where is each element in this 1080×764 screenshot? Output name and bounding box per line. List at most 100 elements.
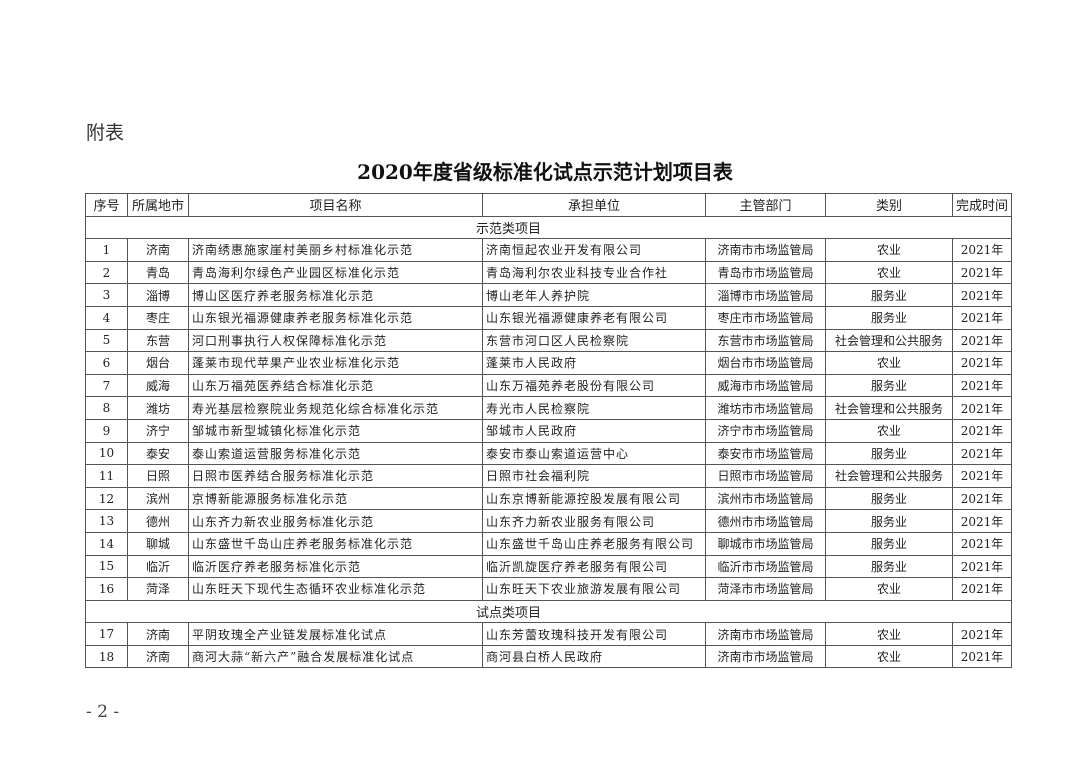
header-city: 所属地市: [127, 193, 189, 217]
cell-category: 农业: [825, 622, 953, 646]
section-row: 试点类项目: [84, 599, 1013, 624]
table-header-row: 序号 所属地市 项目名称 承担单位 主管部门 类别 完成时间: [85, 193, 1013, 217]
section-row: 示范类项目: [84, 215, 1013, 240]
cell-completion: 2021年: [951, 644, 1013, 669]
cell-department: 淄博市市场监管局: [705, 283, 826, 307]
cell-project-name: 日照市医养结合服务标准化示范: [188, 464, 483, 488]
cell-project-name: 山东银光福源健康养老服务标准化示范: [188, 305, 483, 330]
cell-category: 农业: [825, 238, 953, 262]
header-project-name: 项目名称: [188, 193, 483, 217]
cell-index: 8: [85, 396, 128, 420]
header-category: 类别: [825, 193, 953, 217]
cell-department: 聊城市市场监管局: [705, 531, 826, 556]
cell-city: 滨州: [127, 486, 189, 511]
table-row: 16 菏泽 山东旺天下现代生态循环农业标准化示范 山东旺天下农业旅游发展有限公司 菏泽市…: [85, 577, 1013, 601]
cell-completion: 2021年: [951, 373, 1013, 398]
cell-project-name: 京博新能源服务标准化示范: [188, 486, 483, 511]
cell-index: 18: [85, 644, 128, 669]
cell-department: 日照市市场监管局: [705, 464, 826, 488]
cell-index: 12: [85, 486, 128, 511]
cell-project-name: 寿光基层检察院业务规范化综合标准化示范: [188, 396, 483, 420]
cell-department: 济南市市场监管局: [705, 644, 826, 669]
cell-index: 7: [85, 373, 128, 398]
cell-undertaker: 商河县白桥人民政府: [482, 644, 706, 669]
cell-project-name: 山东齐力新农业服务标准化示范: [188, 509, 483, 533]
table-row: 1 济南 济南绣惠施家崖村美丽乡村标准化示范 济南恒起农业开发有限公司 济南市市场监管局…: [85, 238, 1013, 262]
table-row: 9 济宁 邹城市新型城镇化标准化示范 邹城市人民政府 济宁市市场监管局 农业 2021年: [85, 418, 1013, 443]
cell-index: 4: [85, 305, 128, 330]
cell-completion: 2021年: [951, 554, 1013, 579]
cell-category: 服务业: [825, 554, 953, 579]
cell-undertaker: 山东齐力新农业服务有限公司: [482, 509, 706, 533]
table-row: 3 淄博 博山区医疗养老服务标准化示范 博山老年人养护院 淄博市市场监管局 服务业 2021…: [85, 283, 1013, 307]
header-completion: 完成时间: [951, 193, 1013, 217]
section-label: 试点类项目: [84, 599, 1013, 624]
cell-category: 服务业: [825, 305, 953, 330]
cell-index: 17: [85, 622, 128, 646]
cell-undertaker: 山东京博新能源控股发展有限公司: [482, 486, 706, 511]
table-row: 8 潍坊 寿光基层检察院业务规范化综合标准化示范 寿光市人民检察院 潍坊市市场监管局 社会…: [85, 396, 1013, 420]
cell-completion: 2021年: [951, 418, 1013, 443]
cell-department: 枣庄市市场监管局: [705, 305, 826, 330]
cell-project-name: 山东旺天下现代生态循环农业标准化示范: [188, 577, 483, 601]
cell-category: 服务业: [825, 373, 953, 398]
header-department: 主管部门: [705, 193, 826, 217]
table-row: 10 泰安 泰山索道运营服务标准化示范 泰安市泰山索道运营中心 泰安市市场监管局 服务业 2…: [85, 441, 1013, 466]
cell-department: 泰安市市场监管局: [705, 441, 826, 466]
cell-undertaker: 山东旺天下农业旅游发展有限公司: [482, 577, 706, 601]
document-title: 2020年度省级标准化试点示范计划项目表: [357, 160, 733, 184]
cell-completion: 2021年: [951, 577, 1013, 601]
cell-undertaker: 邹城市人民政府: [482, 418, 706, 443]
cell-project-name: 平阴玫瑰全产业链发展标准化试点: [188, 622, 483, 646]
cell-undertaker: 临沂凯旋医疗养老服务有限公司: [482, 554, 706, 579]
cell-category: 农业: [825, 260, 953, 285]
cell-completion: 2021年: [951, 351, 1013, 375]
cell-completion: 2021年: [951, 260, 1013, 285]
cell-city: 烟台: [127, 351, 189, 375]
cell-city: 临沂: [127, 554, 189, 579]
cell-project-name: 邹城市新型城镇化标准化示范: [188, 418, 483, 443]
cell-city: 济南: [127, 644, 189, 669]
cell-category: 服务业: [825, 283, 953, 307]
cell-city: 枣庄: [127, 305, 189, 330]
cell-completion: 2021年: [951, 396, 1013, 420]
cell-department: 济宁市市场监管局: [705, 418, 826, 443]
table-row: 4 枣庄 山东银光福源健康养老服务标准化示范 山东银光福源健康养老有限公司 枣庄市市场监…: [85, 305, 1013, 330]
cell-undertaker: 博山老年人养护院: [482, 283, 706, 307]
cell-index: 13: [85, 509, 128, 533]
cell-undertaker: 寿光市人民检察院: [482, 396, 706, 420]
cell-project-name: 青岛海利尔绿色产业园区标准化示范: [188, 260, 483, 285]
cell-city: 济南: [127, 238, 189, 262]
cell-department: 滨州市市场监管局: [705, 486, 826, 511]
cell-city: 泰安: [127, 441, 189, 466]
cell-index: 10: [85, 441, 128, 466]
table-row: 13 德州 山东齐力新农业服务标准化示范 山东齐力新农业服务有限公司 德州市市场监管局服…: [85, 509, 1013, 533]
table-row: 15 临沂 临沂医疗养老服务标准化示范 临沂凯旋医疗养老服务有限公司 临沂市市场监管局服…: [85, 554, 1013, 579]
cell-completion: 2021年: [951, 531, 1013, 556]
cell-city: 德州: [127, 509, 189, 533]
cell-project-name: 泰山索道运营服务标准化示范: [188, 441, 483, 466]
cell-index: 1: [85, 238, 128, 262]
cell-completion: 2021年: [951, 441, 1013, 466]
cell-department: 烟台市市场监管局: [705, 351, 826, 375]
cell-department: 威海市市场监管局: [705, 373, 826, 398]
table-row: 5 东营 河口刑事执行人权保障标准化示范 东营市河口区人民检察院 东营市市场监管局 社会管…: [85, 328, 1013, 353]
cell-completion: 2021年: [951, 328, 1013, 353]
table-row: 2 青岛 青岛海利尔绿色产业园区标准化示范 青岛海利尔农业科技专业合作社 青岛市市场监管…: [85, 260, 1013, 285]
cell-undertaker: 泰安市泰山索道运营中心: [482, 441, 706, 466]
cell-city: 淄博: [127, 283, 189, 307]
cell-completion: 2021年: [951, 305, 1013, 330]
cell-index: 6: [85, 351, 128, 375]
cell-project-name: 临沂医疗养老服务标准化示范: [188, 554, 483, 579]
cell-category: 农业: [825, 577, 953, 601]
cell-index: 3: [85, 283, 128, 307]
cell-undertaker: 济南恒起农业开发有限公司: [482, 238, 706, 262]
table-row: 12 滨州 京博新能源服务标准化示范 山东京博新能源控股发展有限公司 滨州市市场监管局服…: [85, 486, 1013, 511]
cell-project-name: 山东盛世千岛山庄养老服务标准化示范: [188, 531, 483, 556]
cell-department: 潍坊市市场监管局: [705, 396, 826, 420]
cell-city: 济宁: [127, 418, 189, 443]
cell-index: 9: [85, 418, 128, 443]
table-row: 7 威海 山东万福苑医养结合标准化示范 山东万福苑养老股份有限公司 威海市市场监管局 服务…: [85, 373, 1013, 398]
cell-category: 农业: [825, 418, 953, 443]
cell-completion: 2021年: [951, 283, 1013, 307]
